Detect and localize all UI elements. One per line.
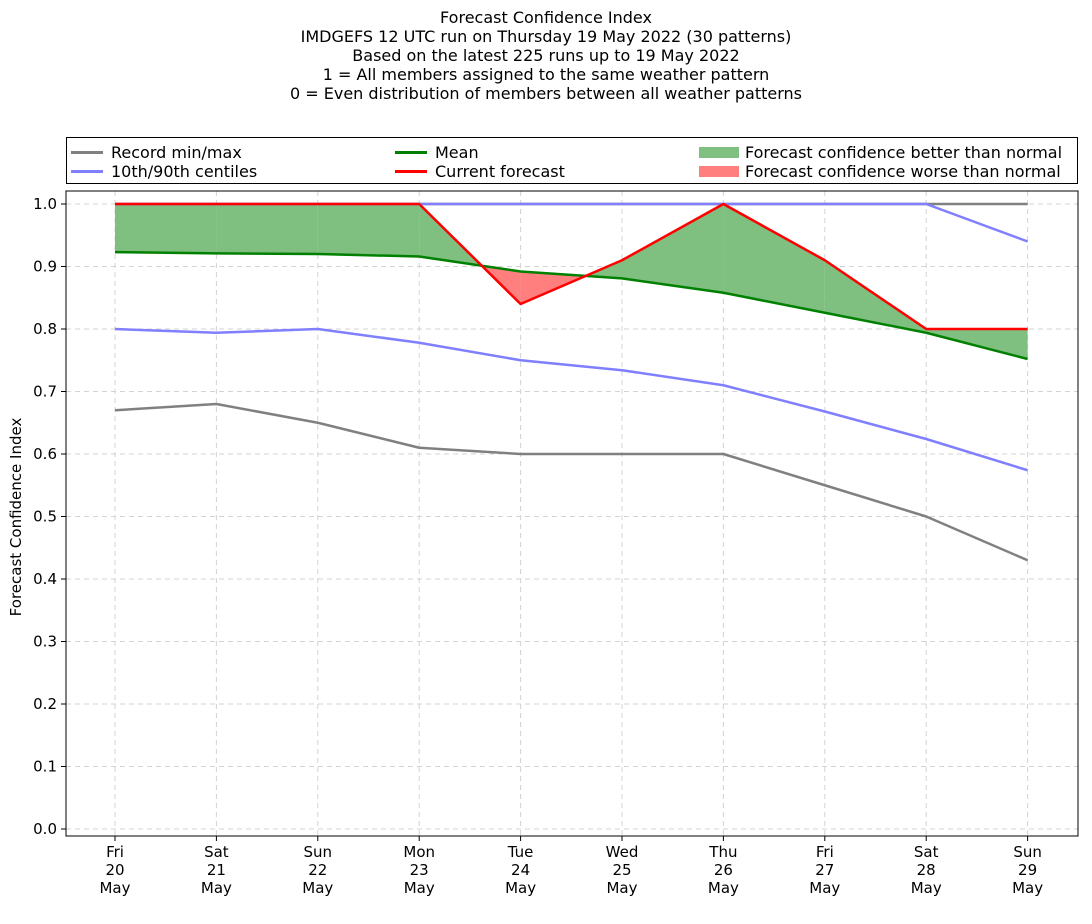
x-tick-label: Sat 21 May bbox=[201, 843, 232, 897]
y-tick-label: 0.6 bbox=[33, 445, 57, 463]
fill-better-than-normal bbox=[216, 204, 318, 254]
x-tick-label: Thu 26 May bbox=[708, 843, 739, 897]
series-line-10th-centile bbox=[114, 327, 1028, 472]
y-tick-label: 0.5 bbox=[33, 508, 57, 526]
x-tick-label: Wed 25 May bbox=[606, 843, 639, 897]
legend-item-mean: Mean bbox=[395, 142, 479, 162]
y-tick-label: 0.3 bbox=[33, 633, 57, 651]
x-tick-label-line: May bbox=[1012, 879, 1043, 897]
y-tick-label: 0.4 bbox=[33, 570, 57, 588]
x-tick-label-line: May bbox=[911, 879, 942, 897]
x-tick-label-line: 25 bbox=[612, 861, 631, 879]
y-axis-label: Forecast Confidence Index bbox=[7, 418, 25, 617]
gridlines bbox=[66, 191, 1078, 836]
x-tick-label: Sun 29 May bbox=[1012, 843, 1043, 897]
legend-label-centiles: 10th/90th centiles bbox=[111, 161, 258, 181]
plot-frame bbox=[65, 190, 1079, 837]
legend-item-better: Forecast confidence better than normal bbox=[699, 142, 1063, 162]
legend-item-current: Current forecast bbox=[395, 161, 565, 181]
x-tick-label-line: Sun bbox=[1013, 843, 1042, 861]
fill-better-than-normal bbox=[622, 204, 724, 293]
x-tick-label: Mon 23 May bbox=[403, 843, 435, 897]
x-tick-label-line: Fri bbox=[816, 843, 834, 861]
legend-label-record: Record min/max bbox=[111, 142, 242, 162]
x-tick-label-line: Thu bbox=[708, 843, 737, 861]
chart-title-block: Forecast Confidence Index IMDGEFS 12 UTC… bbox=[0, 8, 1092, 103]
legend-label-better: Forecast confidence better than normal bbox=[745, 142, 1063, 162]
legend-swatch-better bbox=[699, 146, 739, 158]
chart-subtitle-basis: Based on the latest 225 runs up to 19 Ma… bbox=[352, 46, 740, 65]
chart-subtitle-scale-max: 1 = All members assigned to the same wea… bbox=[322, 65, 770, 84]
x-tick-label-line: Sat bbox=[204, 843, 229, 861]
x-tick-label-line: May bbox=[201, 879, 232, 897]
x-tick-label-line: May bbox=[505, 879, 536, 897]
legend-swatch-worse bbox=[699, 165, 739, 177]
x-tick-label-line: Sun bbox=[304, 843, 333, 861]
x-tick-label-line: May bbox=[302, 879, 333, 897]
x-tick-label-line: May bbox=[606, 879, 637, 897]
series-line-mean bbox=[114, 250, 1028, 361]
x-tick-label-line: Tue bbox=[507, 843, 534, 861]
x-tick-label-line: 28 bbox=[917, 861, 936, 879]
legend-item-record: Record min/max bbox=[71, 142, 242, 162]
y-axis: 0.0 0.1 0.2 0.3 0.4 0.5 0.6 0.7 0.8 0.9 1.0 bbox=[33, 195, 66, 838]
x-tick-label-line: May bbox=[404, 879, 435, 897]
x-tick-label-line: 23 bbox=[410, 861, 429, 879]
x-tick-label-line: Fri bbox=[106, 843, 124, 861]
fill-better-than-normal bbox=[115, 204, 217, 254]
fill-better-than-normal bbox=[317, 204, 420, 257]
legend-swatch-centiles bbox=[71, 169, 103, 173]
x-tick-label-line: Mon bbox=[403, 843, 435, 861]
x-tick-label: Fri 20 May bbox=[99, 843, 130, 897]
y-tick-label: 0.9 bbox=[33, 258, 57, 276]
x-tick-label-line: 29 bbox=[1018, 861, 1037, 879]
series-line-current-forecast bbox=[115, 202, 1028, 331]
legend-label-current: Current forecast bbox=[435, 161, 565, 181]
legend-swatch-record bbox=[71, 150, 103, 154]
x-tick-label: Sun 22 May bbox=[302, 843, 333, 897]
x-tick-label-line: 27 bbox=[815, 861, 834, 879]
chart-legend: Record min/max 10th/90th centiles Mean C… bbox=[66, 137, 1078, 184]
y-tick-label: 0.1 bbox=[33, 758, 57, 776]
series-line-record-min bbox=[114, 402, 1029, 562]
x-tick-label-line: Sat bbox=[914, 843, 939, 861]
legend-label-worse: Forecast confidence worse than normal bbox=[745, 161, 1061, 181]
x-tick-label-line: 21 bbox=[207, 861, 226, 879]
y-tick-label: 0.0 bbox=[33, 820, 57, 838]
x-tick-label-line: May bbox=[99, 879, 130, 897]
x-tick-label-line: 26 bbox=[714, 861, 733, 879]
x-tick-label-line: 20 bbox=[105, 861, 124, 879]
y-tick-label: 0.2 bbox=[33, 695, 57, 713]
x-tick-label: Tue 24 May bbox=[505, 843, 536, 897]
x-tick-label-line: May bbox=[809, 879, 840, 897]
x-tick-label: Sat 28 May bbox=[911, 843, 942, 897]
x-tick-label-line: Wed bbox=[606, 843, 639, 861]
chart-subtitle-scale-min: 0 = Even distribution of members between… bbox=[289, 84, 803, 103]
legend-item-centiles: 10th/90th centiles bbox=[71, 161, 258, 181]
legend-item-worse: Forecast confidence worse than normal bbox=[699, 161, 1061, 181]
x-tick-label: Fri 27 May bbox=[809, 843, 840, 897]
y-tick-label: 0.8 bbox=[33, 320, 57, 338]
x-tick-label-line: 24 bbox=[511, 861, 530, 879]
y-tick-label: 1.0 bbox=[33, 195, 57, 213]
x-tick-label-line: 22 bbox=[308, 861, 327, 879]
chart-title: Forecast Confidence Index bbox=[440, 8, 652, 27]
fill-better-than-normal bbox=[723, 204, 825, 313]
legend-swatch-mean bbox=[395, 150, 427, 154]
chart-subtitle-run: IMDGEFS 12 UTC run on Thursday 19 May 20… bbox=[300, 27, 792, 46]
y-tick-label: 0.7 bbox=[33, 383, 57, 401]
legend-label-mean: Mean bbox=[435, 142, 479, 162]
series-lines bbox=[114, 202, 1029, 562]
x-tick-label-line: May bbox=[708, 879, 739, 897]
legend-swatch-current bbox=[395, 169, 427, 173]
